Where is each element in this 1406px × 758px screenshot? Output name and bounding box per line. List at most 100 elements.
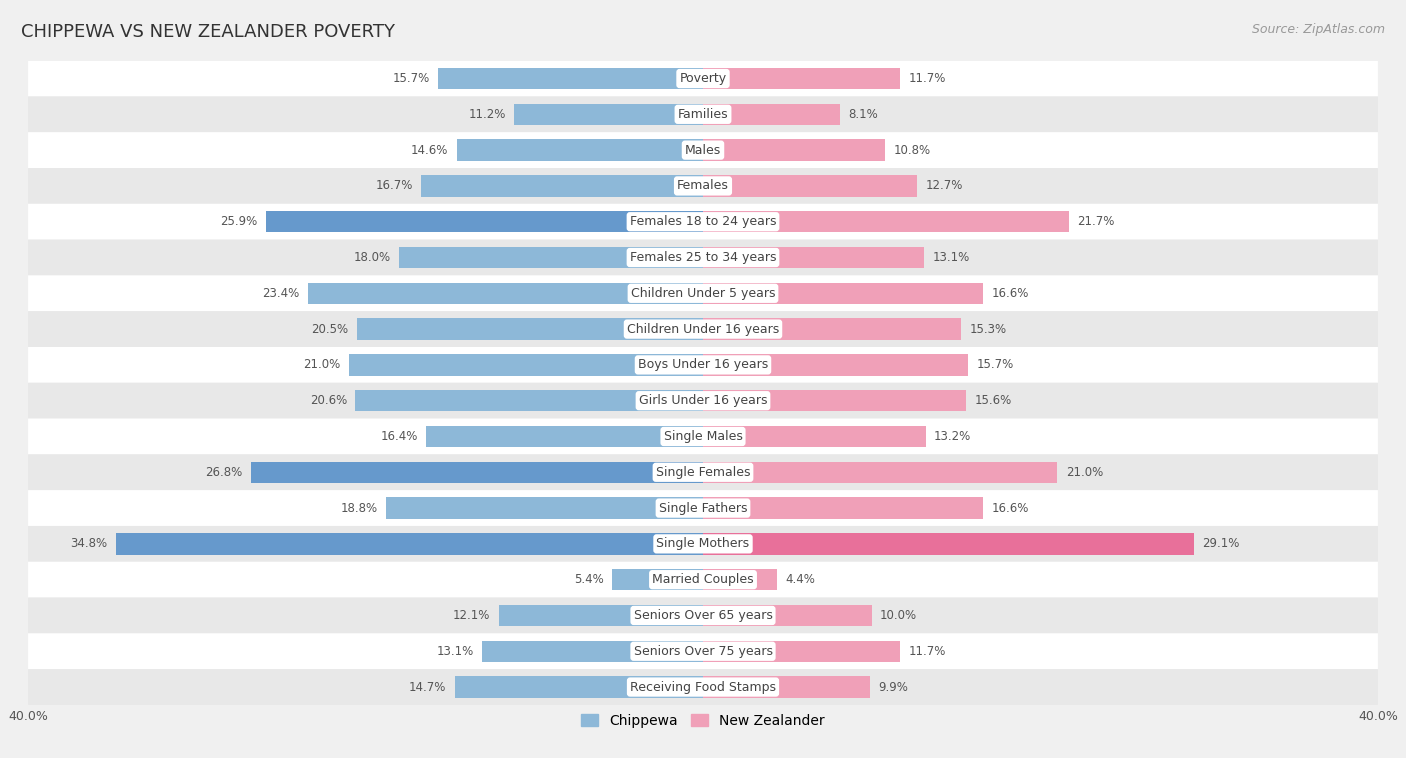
Text: Children Under 5 years: Children Under 5 years [631, 287, 775, 300]
Bar [349, 354, 703, 376]
Text: 16.4%: 16.4% [381, 430, 418, 443]
Text: 21.0%: 21.0% [1066, 465, 1102, 479]
Text: CHIPPEWA VS NEW ZEALANDER POVERTY: CHIPPEWA VS NEW ZEALANDER POVERTY [21, 23, 395, 41]
FancyBboxPatch shape [28, 240, 1378, 275]
FancyBboxPatch shape [28, 562, 1378, 597]
Text: 16.7%: 16.7% [375, 180, 413, 193]
Bar [250, 462, 703, 483]
Bar [703, 247, 924, 268]
Bar [703, 605, 872, 626]
Text: Single Fathers: Single Fathers [659, 502, 747, 515]
Text: Females: Females [678, 180, 728, 193]
FancyBboxPatch shape [28, 275, 1378, 312]
Text: Seniors Over 75 years: Seniors Over 75 years [634, 645, 772, 658]
FancyBboxPatch shape [28, 634, 1378, 669]
Bar [703, 211, 1069, 233]
Bar [399, 247, 703, 268]
Bar [703, 354, 967, 376]
Bar [703, 104, 839, 125]
Bar [703, 175, 917, 196]
Text: 15.7%: 15.7% [392, 72, 430, 85]
Text: Source: ZipAtlas.com: Source: ZipAtlas.com [1251, 23, 1385, 36]
Bar [385, 497, 703, 518]
Text: 16.6%: 16.6% [991, 287, 1029, 300]
Text: Families: Families [678, 108, 728, 121]
FancyBboxPatch shape [28, 669, 1378, 705]
Text: 20.6%: 20.6% [309, 394, 347, 407]
Bar [703, 497, 983, 518]
FancyBboxPatch shape [28, 490, 1378, 526]
Text: 21.0%: 21.0% [304, 359, 340, 371]
Text: 18.8%: 18.8% [340, 502, 377, 515]
FancyBboxPatch shape [28, 132, 1378, 168]
Text: 29.1%: 29.1% [1202, 537, 1240, 550]
Bar [515, 104, 703, 125]
Text: 12.1%: 12.1% [453, 609, 491, 622]
Bar [703, 426, 925, 447]
Bar [422, 175, 703, 196]
FancyBboxPatch shape [28, 526, 1378, 562]
Bar [703, 676, 870, 698]
Text: 12.7%: 12.7% [925, 180, 963, 193]
Text: 8.1%: 8.1% [848, 108, 877, 121]
Legend: Chippewa, New Zealander: Chippewa, New Zealander [575, 708, 831, 734]
FancyBboxPatch shape [28, 204, 1378, 240]
Text: Females 18 to 24 years: Females 18 to 24 years [630, 215, 776, 228]
Bar [703, 67, 900, 89]
Text: 13.1%: 13.1% [436, 645, 474, 658]
Text: Single Mothers: Single Mothers [657, 537, 749, 550]
Text: 10.0%: 10.0% [880, 609, 917, 622]
Text: 9.9%: 9.9% [879, 681, 908, 694]
Bar [703, 139, 886, 161]
Text: 10.8%: 10.8% [894, 143, 931, 157]
Text: 14.6%: 14.6% [411, 143, 449, 157]
Text: Girls Under 16 years: Girls Under 16 years [638, 394, 768, 407]
Text: Females 25 to 34 years: Females 25 to 34 years [630, 251, 776, 264]
Text: 21.7%: 21.7% [1077, 215, 1115, 228]
Text: Males: Males [685, 143, 721, 157]
Text: 26.8%: 26.8% [205, 465, 242, 479]
Text: 13.1%: 13.1% [932, 251, 970, 264]
Text: 14.7%: 14.7% [409, 681, 447, 694]
FancyBboxPatch shape [28, 312, 1378, 347]
Bar [703, 641, 900, 662]
FancyBboxPatch shape [28, 383, 1378, 418]
Bar [703, 462, 1057, 483]
Text: 11.2%: 11.2% [468, 108, 506, 121]
FancyBboxPatch shape [28, 96, 1378, 132]
Bar [703, 283, 983, 304]
Text: Single Males: Single Males [664, 430, 742, 443]
Bar [357, 318, 703, 340]
Bar [439, 67, 703, 89]
Text: Children Under 16 years: Children Under 16 years [627, 323, 779, 336]
Bar [457, 139, 703, 161]
Text: Poverty: Poverty [679, 72, 727, 85]
Text: Seniors Over 65 years: Seniors Over 65 years [634, 609, 772, 622]
Bar [612, 569, 703, 590]
Text: 15.3%: 15.3% [970, 323, 1007, 336]
Text: 16.6%: 16.6% [991, 502, 1029, 515]
Text: Boys Under 16 years: Boys Under 16 years [638, 359, 768, 371]
Bar [308, 283, 703, 304]
Text: 23.4%: 23.4% [263, 287, 299, 300]
Text: 11.7%: 11.7% [908, 72, 946, 85]
Text: 34.8%: 34.8% [70, 537, 107, 550]
Bar [703, 533, 1194, 555]
Bar [426, 426, 703, 447]
Bar [356, 390, 703, 412]
Text: 11.7%: 11.7% [908, 645, 946, 658]
Text: 5.4%: 5.4% [574, 573, 603, 586]
Bar [703, 569, 778, 590]
Text: 4.4%: 4.4% [786, 573, 815, 586]
FancyBboxPatch shape [28, 454, 1378, 490]
Bar [499, 605, 703, 626]
FancyBboxPatch shape [28, 168, 1378, 204]
FancyBboxPatch shape [28, 347, 1378, 383]
Text: 15.7%: 15.7% [976, 359, 1014, 371]
FancyBboxPatch shape [28, 418, 1378, 454]
Bar [703, 390, 966, 412]
Bar [266, 211, 703, 233]
Text: 25.9%: 25.9% [221, 215, 257, 228]
FancyBboxPatch shape [28, 597, 1378, 634]
Bar [115, 533, 703, 555]
